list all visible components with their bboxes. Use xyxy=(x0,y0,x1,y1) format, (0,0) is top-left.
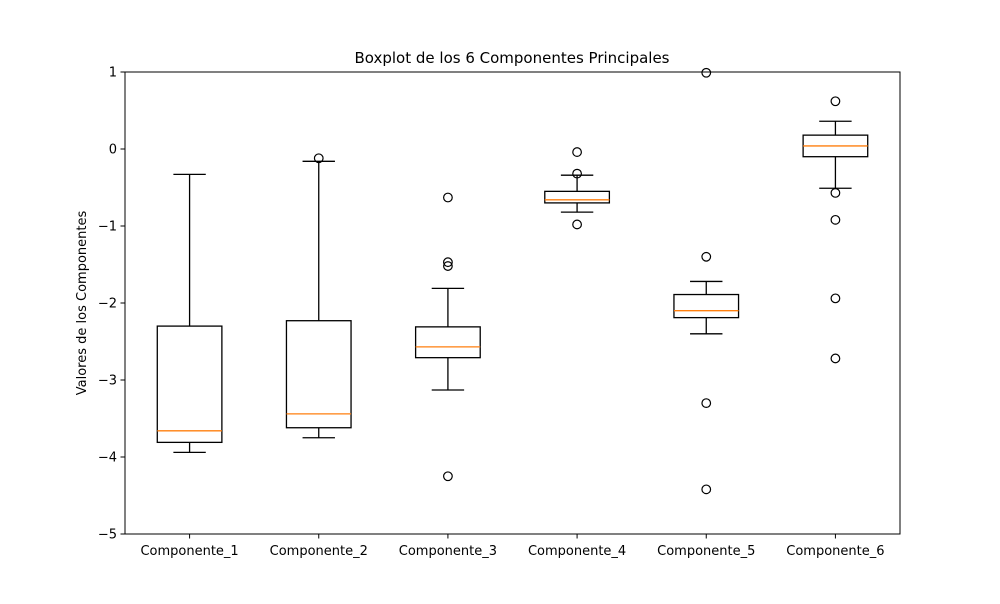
box-iqr xyxy=(156,325,223,444)
outlier-point xyxy=(830,187,841,198)
y-axis-label: Valores de los Componentes xyxy=(75,211,90,396)
outlier-point xyxy=(701,251,712,262)
outlier-point xyxy=(572,219,582,230)
y-tick-label: −1 xyxy=(98,220,117,235)
outlier-point xyxy=(443,192,453,203)
outlier-point xyxy=(572,168,582,179)
x-tick-label: Componente_5 xyxy=(657,544,755,559)
box-iqr xyxy=(285,320,352,429)
y-tick-label: −2 xyxy=(98,297,117,312)
plot-area: 1 0 −1 −2 −3 −4 −5 Componente_1 Componente_2 Comp… xyxy=(98,66,901,559)
x-tick-label: Componente_4 xyxy=(528,544,626,559)
outlier-point xyxy=(830,214,841,225)
x-tick-label: Componente_6 xyxy=(786,544,884,559)
x-tick-label: Componente_3 xyxy=(399,544,497,559)
y-tick-label: −4 xyxy=(98,451,117,466)
outlier-point xyxy=(701,484,712,495)
outlier-point xyxy=(443,257,453,268)
y-tick-label: 0 xyxy=(109,143,117,158)
chart-title: Boxplot de los 6 Componentes Principales xyxy=(354,49,669,67)
outlier-point xyxy=(830,353,841,364)
x-tick-label: Componente_1 xyxy=(140,544,238,559)
outlier-point xyxy=(443,261,453,271)
box-iqr xyxy=(414,326,481,359)
plot-frame xyxy=(124,71,901,535)
outlier-point xyxy=(701,398,712,409)
x-tick-label: Componente_2 xyxy=(270,544,368,559)
outlier-point xyxy=(830,96,841,107)
box-iqr xyxy=(673,293,740,319)
outlier-point xyxy=(572,147,582,157)
y-tick-label: −3 xyxy=(98,374,117,389)
box-iqr xyxy=(544,190,611,204)
y-tick-label: −5 xyxy=(98,528,117,543)
outlier-point xyxy=(830,293,841,304)
y-tick-label: 1 xyxy=(109,66,117,81)
outlier-point xyxy=(313,153,324,164)
outlier-point xyxy=(443,471,453,482)
outlier-point xyxy=(701,67,712,78)
